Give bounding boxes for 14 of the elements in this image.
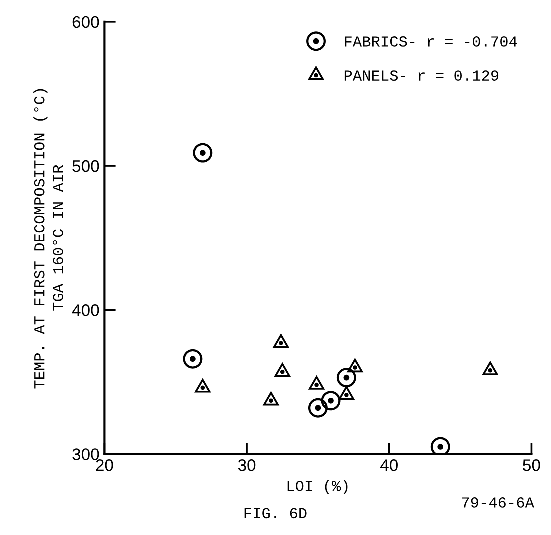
legend-label: PANELS- r = 0.129 — [344, 70, 499, 82]
x-tick-label: 30 — [238, 460, 256, 472]
text: 79-46-6A — [462, 498, 534, 508]
y-tick-label: 500 — [72, 160, 100, 172]
y-tick-label: 300 — [72, 448, 100, 460]
y-tick-label: 400 — [72, 304, 100, 316]
caption: FIG. 6D — [244, 508, 307, 519]
x-tick-label: 20 — [96, 460, 114, 472]
legend-label: FABRICS- r = -0.704 — [345, 36, 518, 47]
x-tick-label: 40 — [380, 460, 398, 472]
y-tick-label: 600 — [72, 16, 100, 28]
x-axis-title: LOI (%) — [288, 480, 348, 494]
x-tick-label: 50 — [523, 460, 540, 472]
y-axis-title: TEMP. AT FIRST DECOMPOSITION (°C) TGA 160°C IN AIR — [34, 89, 64, 389]
